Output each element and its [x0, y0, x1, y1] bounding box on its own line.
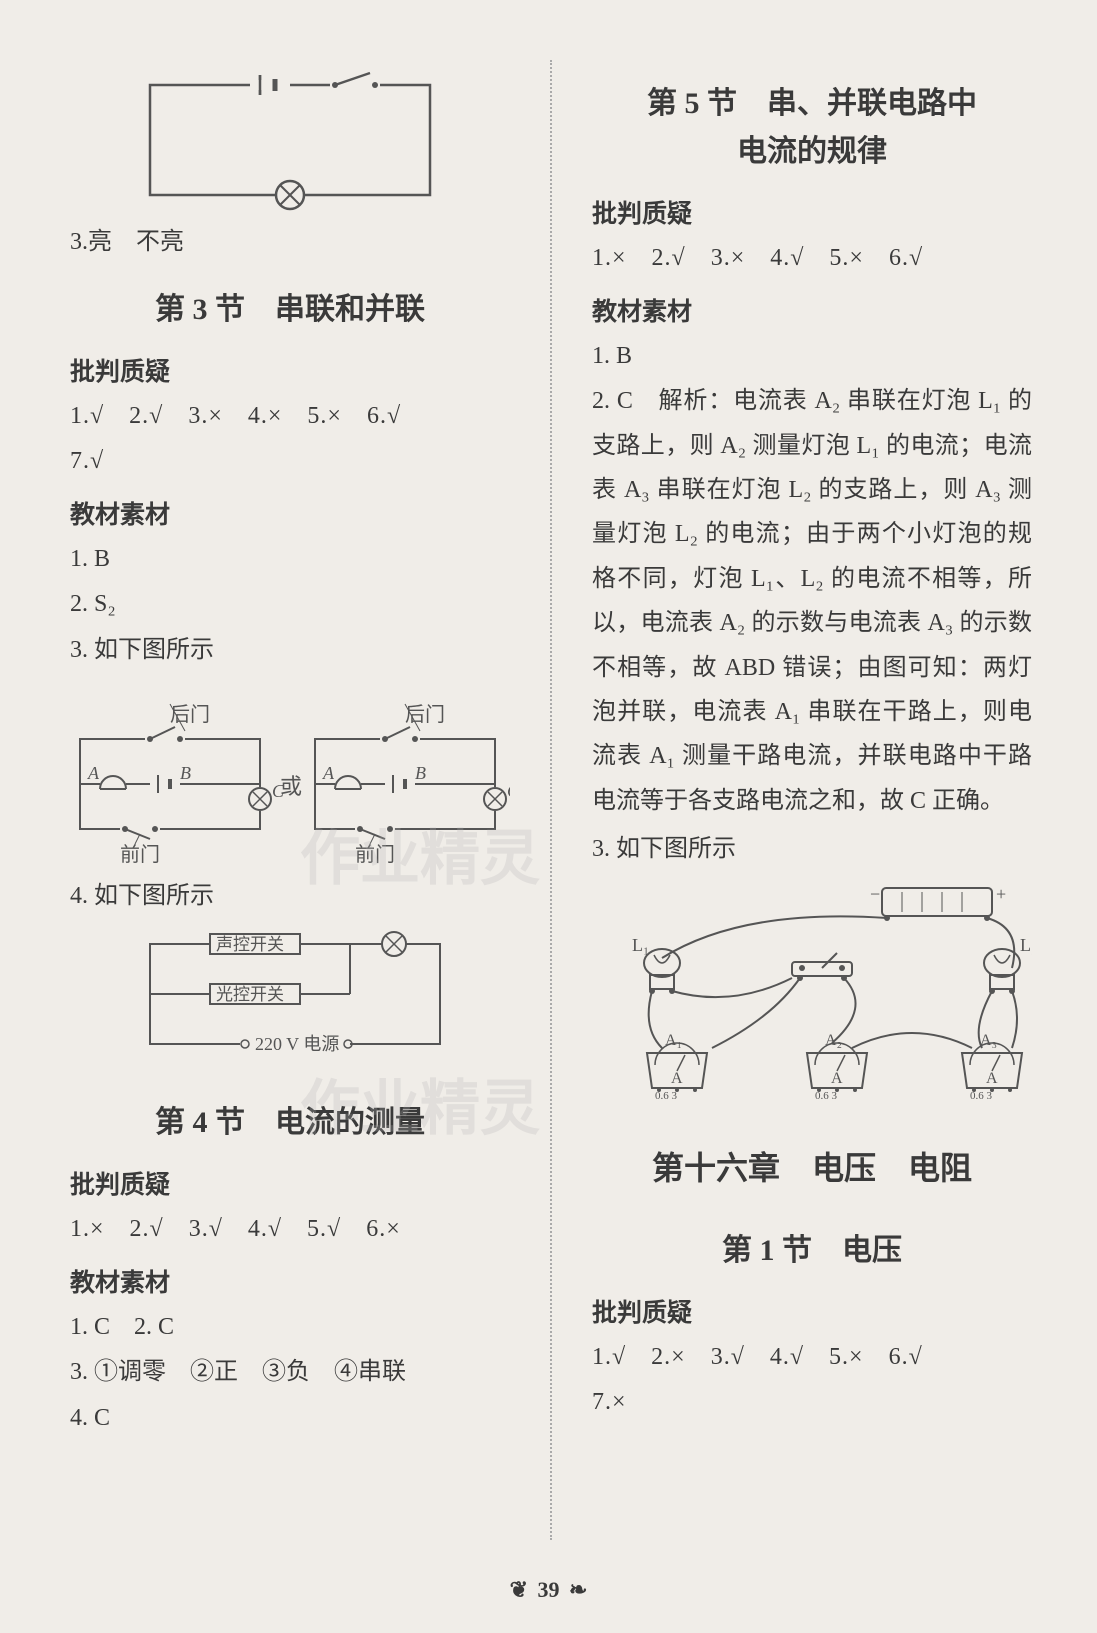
- sucai3-a1: 1. B: [70, 537, 510, 583]
- section-5-title-l1: 第 5 节 串、并联电路中: [592, 78, 1032, 122]
- circuit-diagram-1: [120, 65, 460, 215]
- sucai4-a3: 3. ①调零 ②正 ③负 ④串联: [70, 1350, 510, 1396]
- svg-text:A: A: [671, 1070, 683, 1087]
- page-number: 39: [538, 1577, 560, 1602]
- circuit-diagram-3: 声控开关 光控开关 220 V 电源: [100, 924, 480, 1074]
- sucai4-a1: 1. C 2. C: [70, 1305, 510, 1351]
- sucai5-a1: 1. B: [592, 334, 1032, 380]
- column-divider: [550, 60, 552, 1540]
- svg-text:声控开关: 声控开关: [216, 935, 284, 954]
- circuit-diagram-4: − + L₁: [592, 878, 1032, 1108]
- svg-text:−: −: [870, 884, 880, 904]
- sucai5-a2: 2. C 解析：电流表 A₂ 串联在灯泡 L₁ 的支路上，则 A₂ 测量灯泡 L…: [592, 379, 1032, 823]
- svg-text:光控开关: 光控开关: [216, 985, 284, 1004]
- huo-label: 或: [280, 774, 302, 799]
- footer-deco-left: ❦: [510, 1577, 528, 1602]
- pipan-label-16: 批判质疑: [592, 1293, 1032, 1329]
- section-5-title-l2: 电流的规律: [592, 126, 1032, 170]
- svg-text:A: A: [87, 763, 100, 783]
- sucai3-a2: 2. S₂: [70, 582, 510, 628]
- section-16-1-title: 第 1 节 电压: [592, 1225, 1032, 1269]
- svg-text:C: C: [507, 781, 510, 801]
- sucai5-a2-prefix: 2. C 解析：: [592, 388, 733, 414]
- pipan-label-5: 批判质疑: [592, 194, 1032, 230]
- left-column: 3.亮 不亮 第 3 节 串联和并联 批判质疑 1.√ 2.√ 3.× 4.× …: [70, 60, 520, 1540]
- svg-text:B: B: [415, 763, 426, 783]
- pipan16-answers: 1.√ 2.× 3.√ 4.√ 5.× 6.√: [592, 1335, 1032, 1381]
- pipan-label-4: 批判质疑: [70, 1165, 510, 1201]
- chapter-16-title: 第十六章 电压 电阻: [592, 1143, 1032, 1189]
- sucai5-a3: 3. 如下图所示: [592, 827, 1032, 873]
- sucai-label-5: 教材素材: [592, 292, 1032, 328]
- pipan-label-3: 批判质疑: [70, 352, 510, 388]
- svg-text:A: A: [831, 1070, 843, 1087]
- svg-text:A₁: A₁: [665, 1032, 682, 1049]
- svg-text:B: B: [180, 763, 191, 783]
- circuit-diagram-2: 后门 A B C: [70, 679, 510, 869]
- sucai3-a4: 4. 如下图所示: [70, 874, 510, 920]
- sucai-label-4: 教材素材: [70, 1263, 510, 1299]
- sucai-label-3: 教材素材: [70, 495, 510, 531]
- svg-text:L₁: L₁: [632, 935, 649, 955]
- svg-text:A: A: [322, 763, 335, 783]
- pipan5-answers: 1.× 2.√ 3.× 4.√ 5.× 6.√: [592, 236, 1032, 282]
- pipan3-answers: 1.√ 2.√ 3.× 4.× 5.× 6.√: [70, 394, 510, 440]
- pipan16-line2: 7.×: [592, 1380, 1032, 1426]
- svg-text:前门: 前门: [355, 843, 395, 866]
- sucai3-a3: 3. 如下图所示: [70, 628, 510, 674]
- svg-text:+: +: [996, 884, 1006, 904]
- section-3-title: 第 3 节 串联和并联: [70, 284, 510, 328]
- footer-deco-right: ❧: [569, 1577, 587, 1602]
- sucai5-a2-text: 电流表 A₂ 串联在灯泡 L₁ 的支路上，则 A₂ 测量灯泡 L₁ 的电流；电流…: [592, 388, 1032, 814]
- section-4-title: 第 4 节 电流的测量: [70, 1097, 510, 1141]
- svg-text:前门: 前门: [120, 843, 160, 866]
- right-column: 第 5 节 串、并联电路中 电流的规律 批判质疑 1.× 2.√ 3.× 4.√…: [582, 60, 1032, 1540]
- svg-text:A: A: [986, 1070, 998, 1087]
- svg-text:A₃: A₃: [980, 1032, 997, 1049]
- svg-text:A₂: A₂: [825, 1032, 842, 1049]
- pipan3-line2: 7.√: [70, 439, 510, 485]
- page-footer: ❦ 39 ❧: [0, 1577, 1097, 1603]
- pipan4-answers: 1.× 2.√ 3.√ 4.√ 5.√ 6.×: [70, 1207, 510, 1253]
- sucai4-a4: 4. C: [70, 1396, 510, 1442]
- q3-answer: 3.亮 不亮: [70, 220, 510, 266]
- page-container: 3.亮 不亮 第 3 节 串联和并联 批判质疑 1.√ 2.√ 3.× 4.× …: [70, 60, 1027, 1540]
- svg-text:L₂: L₂: [1020, 935, 1032, 955]
- svg-text:220 V 电源: 220 V 电源: [255, 1034, 339, 1054]
